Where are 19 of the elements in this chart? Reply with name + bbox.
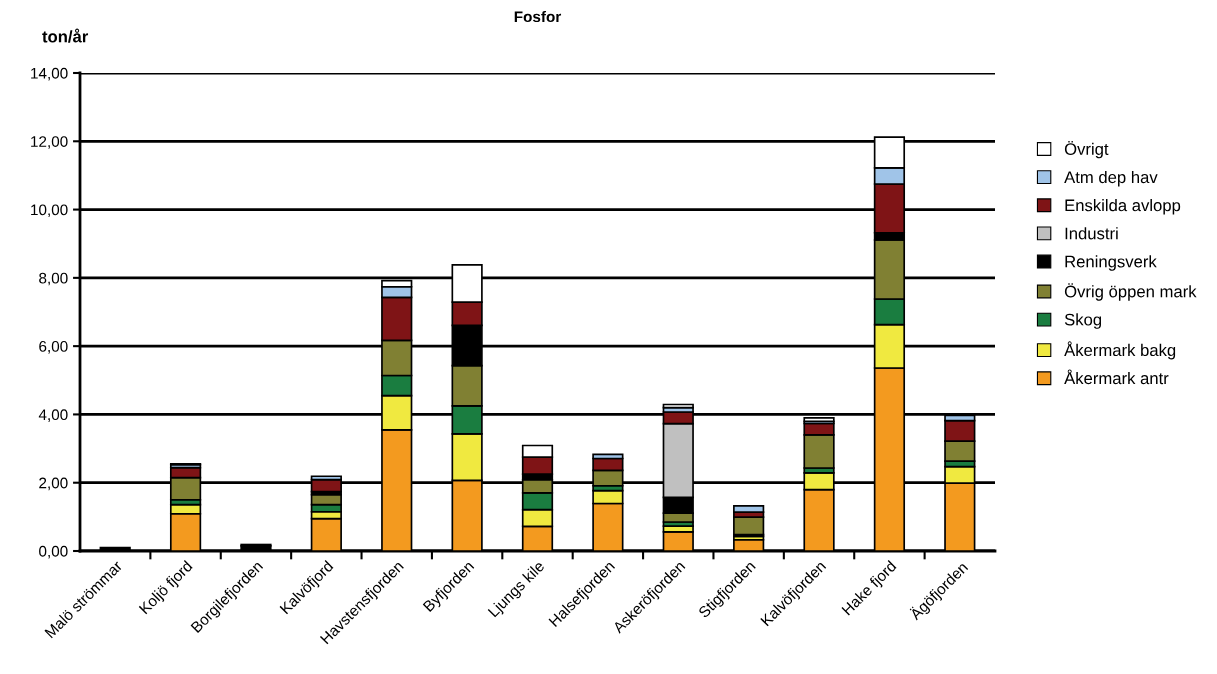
legend-label: Övrig öppen mark — [1064, 283, 1197, 301]
y-tick-label: 10,00 — [31, 204, 68, 218]
legend-label: Åkermark antr — [1064, 369, 1169, 385]
legend-label: Atm dep hav — [1064, 170, 1158, 187]
legend-label: Skog — [1064, 313, 1102, 329]
y-tick-label: 0,00 — [39, 545, 68, 559]
y-tick-label: 14,00 — [31, 67, 68, 81]
legend-label: Reningsverk — [1065, 255, 1157, 271]
y-tick-label: 6,00 — [39, 341, 68, 354]
chart-title: Fosfor — [514, 10, 562, 23]
y-tick-label: 4,00 — [38, 409, 68, 422]
legend-label: Industri — [1065, 227, 1118, 240]
legend-label: Övrigt — [1064, 140, 1109, 159]
y-axis-title: ton/år — [42, 28, 89, 43]
y-tick-label: 12,00 — [31, 136, 68, 149]
legend-label: Enskilda avlopp — [1065, 199, 1181, 215]
legend-label: Åkermark bakg — [1064, 341, 1176, 360]
y-tick-label: 2,00 — [39, 477, 68, 491]
y-tick-label: 8,00 — [39, 272, 68, 286]
